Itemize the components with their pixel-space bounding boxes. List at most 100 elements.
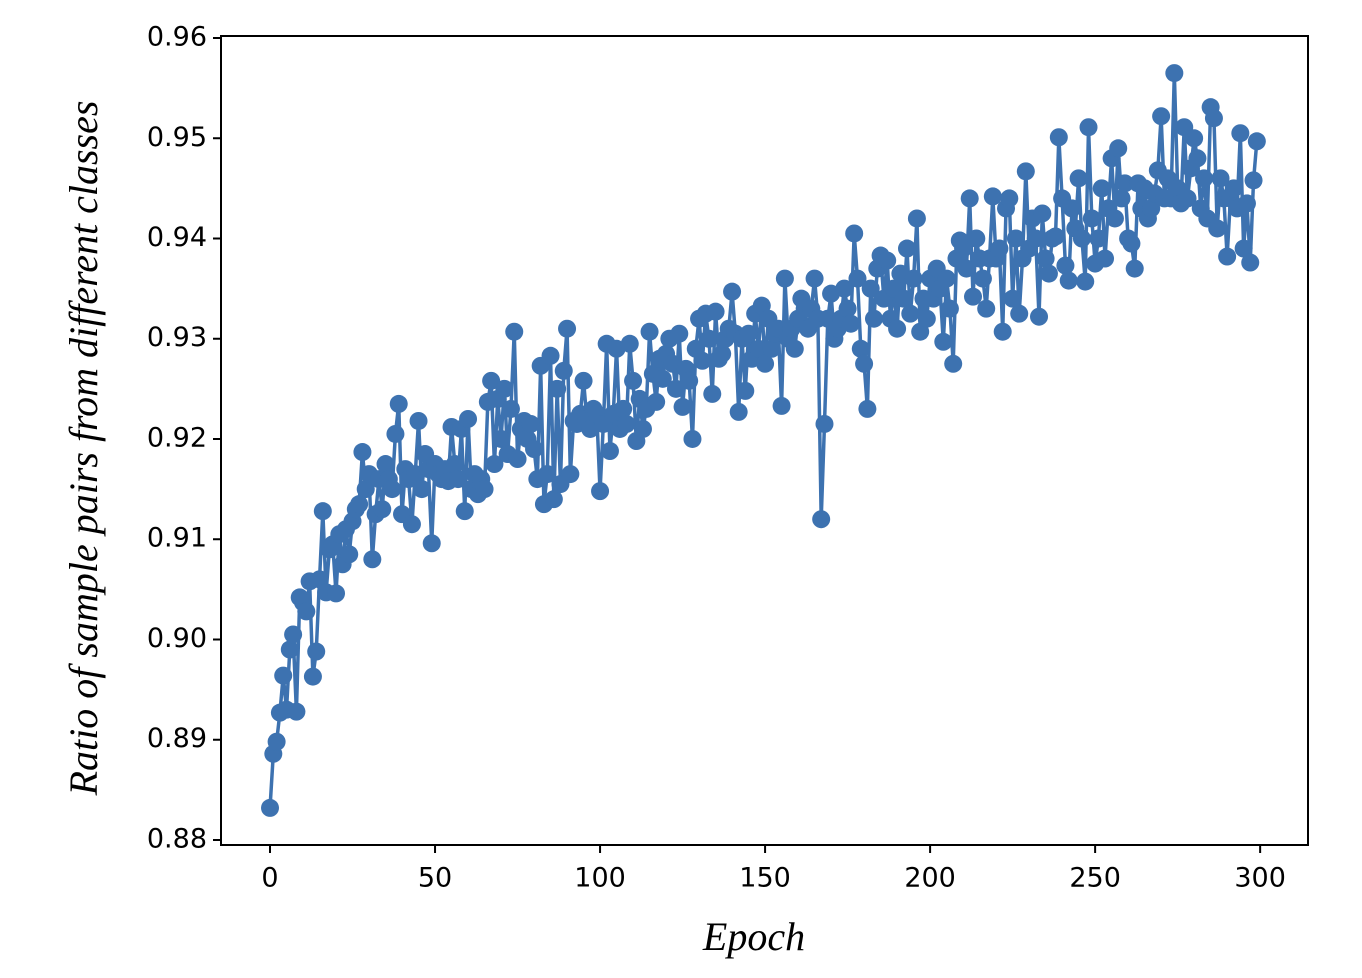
data-point	[1006, 229, 1025, 248]
data-point	[1105, 209, 1124, 228]
data-point	[835, 279, 854, 298]
data-point	[303, 667, 322, 686]
data-point	[957, 259, 976, 278]
data-point	[267, 732, 286, 751]
data-point	[422, 534, 441, 553]
data-point	[1178, 189, 1197, 208]
data-point	[964, 287, 983, 306]
data-point	[261, 798, 280, 817]
x-tick-label: 150	[739, 863, 791, 894]
data-point	[548, 379, 567, 398]
x-tick-label: 250	[1069, 863, 1121, 894]
data-point	[1188, 149, 1207, 168]
data-point	[699, 329, 718, 348]
data-point	[937, 269, 956, 288]
data-point	[815, 414, 834, 433]
data-point	[888, 319, 907, 338]
data-point	[954, 239, 973, 258]
data-point	[1000, 189, 1019, 208]
data-point	[729, 402, 748, 421]
data-point	[973, 269, 992, 288]
data-point	[574, 371, 593, 390]
data-point	[1218, 247, 1237, 266]
data-point	[1244, 171, 1263, 190]
data-point	[1059, 271, 1078, 290]
data-point	[1092, 179, 1111, 198]
data-point	[693, 351, 712, 370]
data-point	[521, 414, 540, 433]
data-point	[591, 482, 610, 501]
data-point	[736, 381, 755, 400]
data-point	[666, 379, 685, 398]
data-point	[706, 302, 725, 321]
data-point	[841, 314, 860, 333]
data-point	[845, 224, 864, 243]
data-point	[703, 384, 722, 403]
data-point	[1142, 199, 1161, 218]
data-point	[1036, 249, 1055, 268]
data-point	[785, 339, 804, 358]
x-axis-label: Epoch	[702, 914, 805, 959]
data-point	[1185, 129, 1204, 148]
data-point	[455, 502, 474, 521]
data-point	[1231, 124, 1250, 143]
data-point	[327, 584, 346, 603]
data-point	[554, 361, 573, 380]
data-point	[287, 702, 306, 721]
data-point	[1195, 169, 1214, 188]
data-point	[1208, 219, 1227, 238]
data-point	[897, 239, 916, 258]
data-point	[1056, 256, 1075, 275]
data-point	[1165, 64, 1184, 83]
data-point	[762, 339, 781, 358]
data-point	[1211, 169, 1230, 188]
data-point	[1247, 132, 1266, 151]
x-tick-label: 300	[1234, 863, 1286, 894]
data-point	[713, 344, 732, 363]
data-point	[851, 339, 870, 358]
data-point	[1115, 174, 1134, 193]
data-point	[812, 510, 831, 529]
data-point	[614, 399, 633, 418]
data-point	[561, 465, 580, 484]
data-point	[990, 239, 1009, 258]
data-point	[772, 396, 791, 415]
data-point	[1046, 227, 1065, 246]
y-axis-label: Ratio of sample pairs from different cla…	[61, 101, 106, 797]
data-point	[861, 279, 880, 298]
data-point	[449, 470, 468, 489]
data-point	[280, 640, 299, 659]
data-point	[1049, 128, 1068, 147]
data-point	[1063, 199, 1082, 218]
data-point	[1033, 204, 1052, 223]
data-point	[307, 642, 326, 661]
data-point	[1152, 107, 1171, 126]
data-point	[373, 500, 392, 519]
data-point	[1224, 179, 1243, 198]
data-point	[538, 465, 557, 484]
data-point	[1016, 162, 1035, 181]
data-point	[376, 455, 395, 474]
data-point	[934, 332, 953, 351]
data-point	[389, 394, 408, 413]
data-point	[907, 209, 926, 228]
data-point	[508, 450, 527, 469]
data-point	[683, 429, 702, 448]
data-point	[1030, 307, 1049, 326]
data-point	[620, 334, 639, 353]
data-point	[1026, 229, 1045, 248]
data-point	[1112, 189, 1131, 208]
data-point	[723, 282, 742, 301]
data-point	[983, 187, 1002, 206]
data-point	[653, 369, 672, 388]
y-tick-label: 0.93	[147, 322, 207, 353]
data-point	[501, 399, 520, 418]
data-point	[1076, 272, 1095, 291]
x-tick-label: 200	[904, 863, 956, 894]
data-point	[858, 399, 877, 418]
data-point	[894, 289, 913, 308]
data-point	[864, 309, 883, 328]
data-point	[633, 419, 652, 438]
data-point	[558, 319, 577, 338]
plot-frame	[220, 35, 1309, 846]
